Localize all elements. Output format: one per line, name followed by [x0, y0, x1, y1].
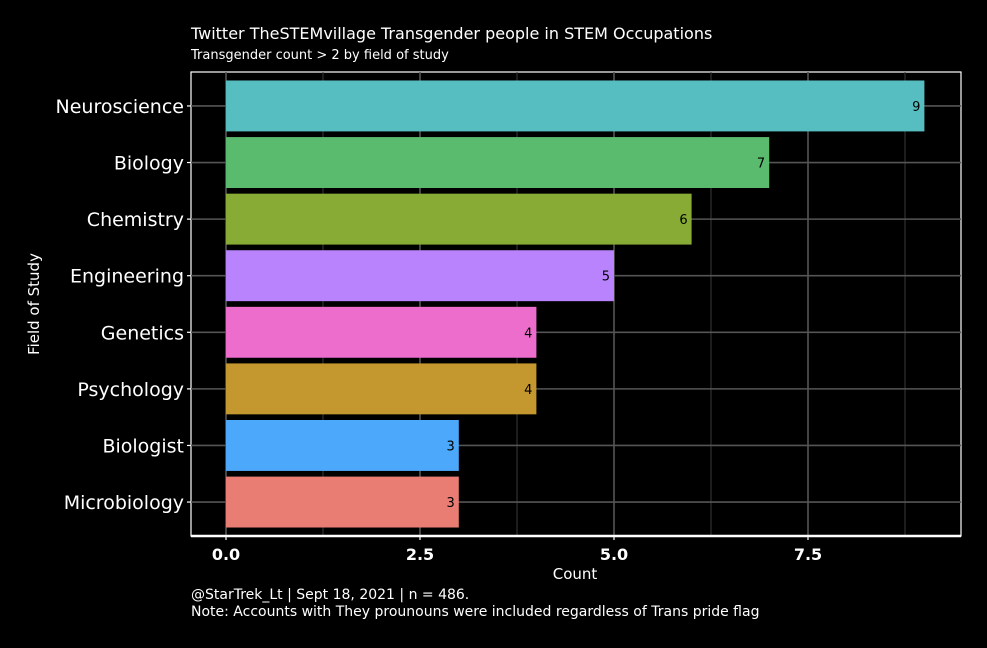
x-tick-label: 2.5 [406, 545, 434, 564]
category-label: Biology [114, 153, 184, 175]
bars [226, 80, 925, 528]
bar-neuroscience [226, 80, 925, 132]
bar-biology [226, 137, 770, 188]
chart-title: Twitter TheSTEMvillage Transgender peopl… [191, 24, 713, 43]
category-label: Chemistry [87, 209, 184, 231]
bar-biologist [226, 420, 459, 471]
category-label: Neuroscience [56, 96, 184, 118]
value-label: 9 [912, 100, 920, 115]
value-label: 3 [447, 439, 455, 454]
bar-engineering [226, 250, 614, 302]
value-label: 3 [447, 496, 455, 511]
value-label: 6 [679, 213, 687, 228]
category-label: Microbiology [64, 492, 184, 514]
caption-line-1: @StarTrek_Lt | Sept 18, 2021 | n = 486. [191, 587, 470, 603]
category-labels: Neuroscience Biology Chemistry Engineering G… [56, 96, 184, 514]
value-label: 5 [602, 270, 610, 285]
y-axis-label: Field of Study [25, 253, 43, 355]
value-label: 4 [524, 383, 532, 398]
category-label: Psychology [77, 379, 184, 401]
x-tick-label: 5.0 [600, 545, 628, 564]
x-tick-label: 0.0 [212, 545, 240, 564]
category-label: Engineering [70, 266, 184, 288]
caption-line-2: Note: Accounts with They prounouns were … [191, 604, 760, 620]
x-axis-label: Count [553, 565, 598, 583]
x-tick-labels: 0.0 2.5 5.0 7.5 [212, 536, 822, 564]
bar-genetics [226, 306, 537, 358]
bar-microbiology [226, 476, 459, 528]
bar-psychology [226, 363, 537, 415]
value-label: 7 [757, 157, 765, 172]
chart-subtitle: Transgender count > 2 by field of study [191, 48, 449, 63]
category-label: Genetics [101, 322, 184, 344]
x-tick-label: 7.5 [794, 545, 822, 564]
bar-chemistry [226, 193, 692, 245]
value-labels: 9 7 6 5 4 4 3 3 [447, 100, 921, 511]
category-label: Biologist [102, 435, 184, 457]
value-label: 4 [524, 326, 532, 341]
